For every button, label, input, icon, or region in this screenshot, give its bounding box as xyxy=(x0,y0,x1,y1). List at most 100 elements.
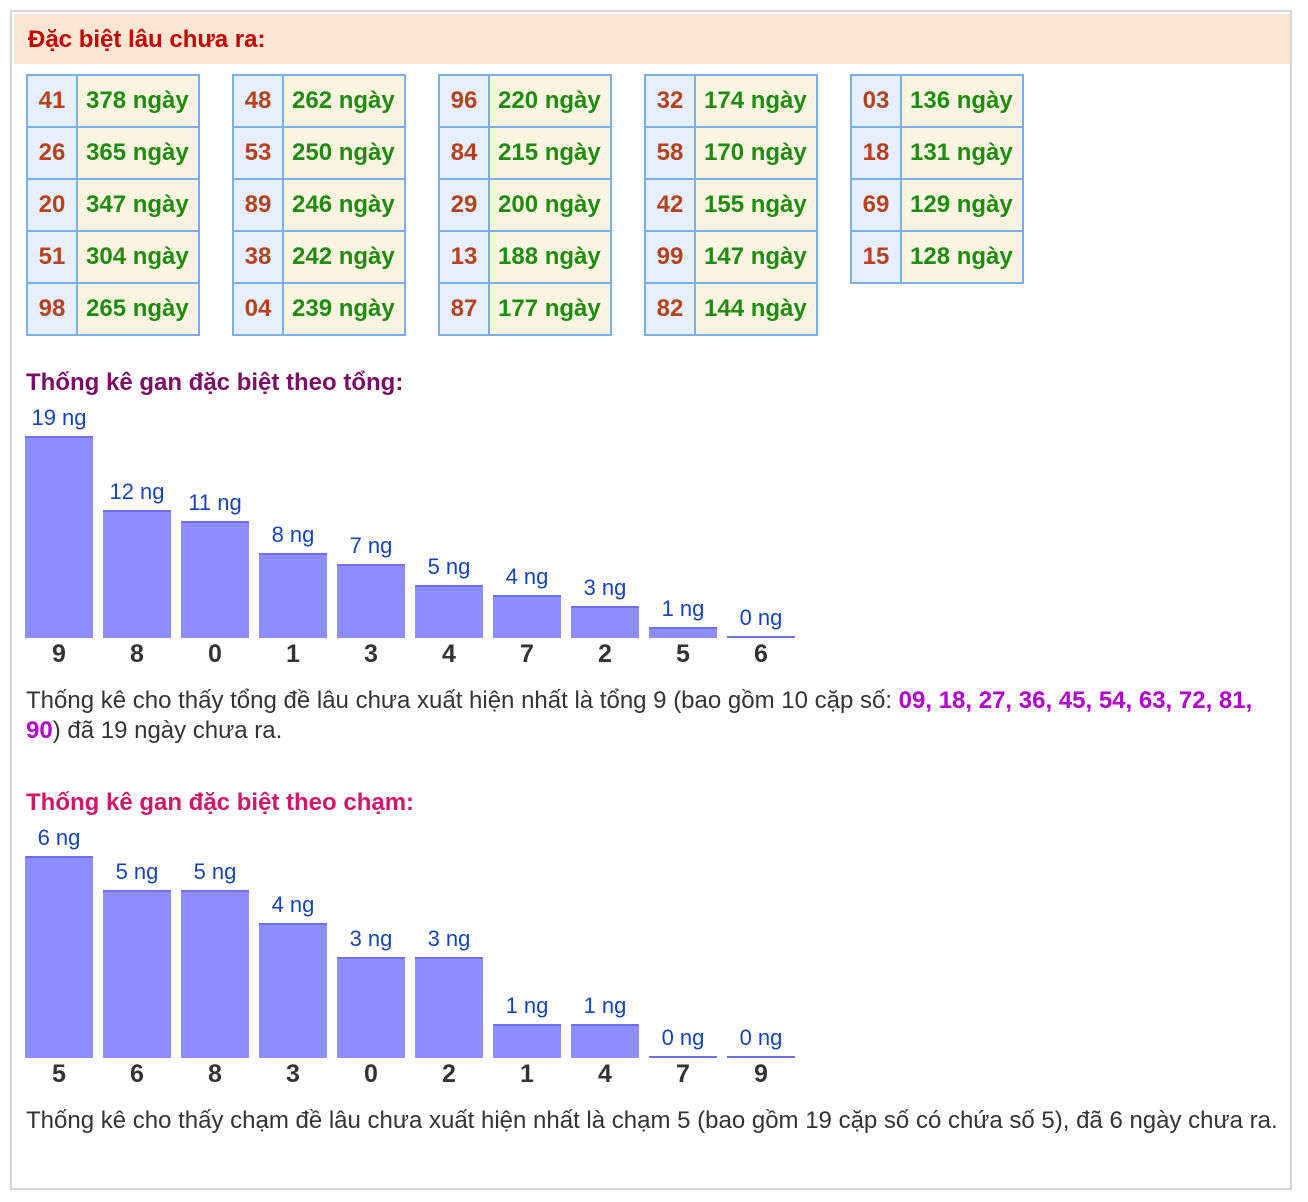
gan-days: 242 ngày xyxy=(282,230,406,284)
cham-bar xyxy=(649,1056,717,1058)
gan-table: 03 136 ngày 18 131 ngày 69 129 ngày 15 128 ngày xyxy=(850,74,1024,284)
cham-section-title: Thống kê gan đặc biệt theo chạm: xyxy=(26,789,415,816)
gan-row: 04 239 ngày xyxy=(232,282,406,336)
gan-number: 53 xyxy=(232,126,284,180)
tong-category-label: 7 xyxy=(520,640,534,668)
gan-number: 69 xyxy=(850,178,902,232)
gan-days: 215 ngày xyxy=(488,126,612,180)
gan-number: 42 xyxy=(644,178,696,232)
cham-category-label: 0 xyxy=(364,1060,378,1088)
gan-table: 41 378 ngày 26 365 ngày 20 347 ngày 51 304 ngày… xyxy=(26,74,200,336)
tong-category-label: 1 xyxy=(286,640,300,668)
gan-row: 38 242 ngày xyxy=(232,230,406,284)
gan-number: 98 xyxy=(26,282,78,336)
gan-days: 147 ngày xyxy=(694,230,818,284)
cham-bar xyxy=(259,923,327,1058)
gan-number: 89 xyxy=(232,178,284,232)
gan-days: 188 ngày xyxy=(488,230,612,284)
tong-bar-value-label: 5 ng xyxy=(427,554,471,579)
gan-number: 26 xyxy=(26,126,78,180)
gan-days: 129 ngày xyxy=(900,178,1024,232)
tong-bar xyxy=(493,595,561,638)
cham-bar-value-label: 4 ng xyxy=(271,892,315,917)
tong-bar-value-label: 3 ng xyxy=(583,575,627,600)
gan-days: 347 ngày xyxy=(76,178,200,232)
tong-desc-pairs: 09, 18, 27, 36, 45, 54, 63, 72, 81, 90 xyxy=(26,687,1253,744)
gan-number: 87 xyxy=(438,282,490,336)
tong-bar-value-label: 8 ng xyxy=(271,522,315,547)
cham-bar-value-label: 5 ng xyxy=(193,859,237,884)
tong-desc-text: Thống kê cho thấy tổng đề lâu chưa xuất … xyxy=(26,687,899,714)
cham-bar-value-label: 1 ng xyxy=(505,993,549,1018)
cham-category-label: 9 xyxy=(754,1060,768,1088)
gan-row: 82 144 ngày xyxy=(644,282,818,336)
tong-bar-value-label: 19 ng xyxy=(31,405,87,430)
gan-number: 51 xyxy=(26,230,78,284)
cham-category-label: 6 xyxy=(130,1060,144,1088)
gan-number: 99 xyxy=(644,230,696,284)
gan-number: 13 xyxy=(438,230,490,284)
cham-bar-value-label: 1 ng xyxy=(583,993,627,1018)
gan-days: 365 ngày xyxy=(76,126,200,180)
gan-days: 262 ngày xyxy=(282,74,406,128)
gan-days: 131 ngày xyxy=(900,126,1024,180)
gan-days: 136 ngày xyxy=(900,74,1024,128)
tong-bar xyxy=(337,564,405,638)
gan-row: 58 170 ngày xyxy=(644,126,818,180)
tong-category-label: 4 xyxy=(442,640,456,668)
tong-bar-value-label: 11 ng xyxy=(188,490,242,515)
cham-bar xyxy=(25,856,93,1058)
cham-bar xyxy=(181,890,249,1058)
gan-number: 82 xyxy=(644,282,696,336)
gan-number: 20 xyxy=(26,178,78,232)
gan-row: 69 129 ngày xyxy=(850,178,1024,232)
tong-bar xyxy=(649,627,717,638)
tong-category-label: 5 xyxy=(676,640,690,668)
gan-days: 246 ngày xyxy=(282,178,406,232)
gan-number: 32 xyxy=(644,74,696,128)
cham-bar xyxy=(493,1024,561,1058)
cham-bar xyxy=(415,957,483,1058)
tong-bar-value-label: 7 ng xyxy=(349,533,393,558)
gan-row: 13 188 ngày xyxy=(438,230,612,284)
cham-bar xyxy=(571,1024,639,1058)
tong-bar xyxy=(181,521,249,638)
gan-number: 84 xyxy=(438,126,490,180)
gan-table: 48 262 ngày 53 250 ngày 89 246 ngày 38 242 ngày… xyxy=(232,74,406,336)
tong-bar xyxy=(25,436,93,638)
cham-bar-value-label: 6 ng xyxy=(37,825,81,850)
gan-row: 26 365 ngày xyxy=(26,126,200,180)
tong-category-label: 8 xyxy=(130,640,144,668)
gan-row: 51 304 ngày xyxy=(26,230,200,284)
gan-number: 41 xyxy=(26,74,78,128)
cham-category-label: 8 xyxy=(208,1060,222,1088)
tong-bar-value-label: 12 ng xyxy=(109,479,165,504)
gan-days: 250 ngày xyxy=(282,126,406,180)
gan-row: 84 215 ngày xyxy=(438,126,612,180)
gan-row: 03 136 ngày xyxy=(850,74,1024,128)
gan-row: 99 147 ngày xyxy=(644,230,818,284)
gan-number: 48 xyxy=(232,74,284,128)
gan-table: 32 174 ngày 58 170 ngày 42 155 ngày 99 147 ngày… xyxy=(644,74,818,336)
tong-category-label: 0 xyxy=(208,640,222,668)
gan-number: 38 xyxy=(232,230,284,284)
gan-days: 144 ngày xyxy=(694,282,818,336)
cham-bar-value-label: 5 ng xyxy=(115,859,159,884)
gan-row: 18 131 ngày xyxy=(850,126,1024,180)
tong-bar xyxy=(571,606,639,638)
gan-row: 32 174 ngày xyxy=(644,74,818,128)
gan-row: 98 265 ngày xyxy=(26,282,200,336)
cham-category-label: 5 xyxy=(52,1060,66,1088)
gan-number: 04 xyxy=(232,282,284,336)
gan-number: 15 xyxy=(850,230,902,284)
tong-section-title: Thống kê gan đặc biệt theo tổng: xyxy=(26,369,404,396)
gan-number: 58 xyxy=(644,126,696,180)
gan-days: 155 ngày xyxy=(694,178,818,232)
cham-category-label: 4 xyxy=(598,1060,612,1088)
cham-bar xyxy=(727,1056,795,1058)
cham-bar-value-label: 0 ng xyxy=(739,1025,783,1050)
gan-row: 96 220 ngày xyxy=(438,74,612,128)
gan-row: 89 246 ngày xyxy=(232,178,406,232)
cham-description: Thống kê cho thấy chạm đề lâu chưa xuất … xyxy=(26,1107,1278,1134)
tong-bar-value-label: 1 ng xyxy=(661,596,705,621)
